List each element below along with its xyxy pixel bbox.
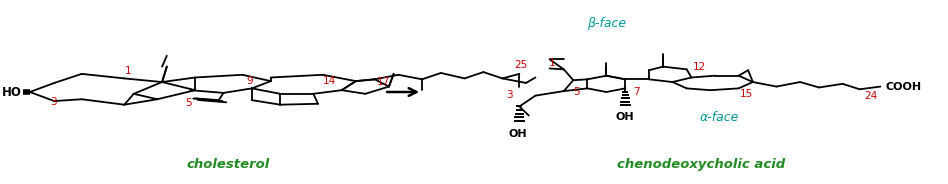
Text: α-face: α-face — [700, 111, 739, 124]
Text: cholesterol: cholesterol — [187, 158, 270, 171]
Text: β-face: β-face — [587, 17, 626, 30]
Text: chenodeoxycholic acid: chenodeoxycholic acid — [617, 158, 785, 171]
Text: 25: 25 — [515, 60, 528, 70]
Text: 3: 3 — [50, 97, 57, 107]
Text: HO: HO — [2, 86, 22, 99]
Text: 14: 14 — [322, 77, 336, 86]
Text: 1: 1 — [125, 66, 132, 76]
Text: 12: 12 — [692, 62, 705, 72]
Text: OH: OH — [616, 112, 634, 122]
Text: 9: 9 — [246, 77, 253, 86]
Text: 17: 17 — [376, 77, 390, 87]
Text: 15: 15 — [739, 89, 753, 99]
Text: 5: 5 — [185, 98, 191, 108]
Text: COOH: COOH — [885, 82, 921, 92]
Text: OH: OH — [508, 129, 527, 139]
Text: 24: 24 — [865, 91, 878, 101]
Text: 1: 1 — [549, 58, 556, 68]
Text: 3: 3 — [506, 90, 513, 100]
Text: 5: 5 — [573, 87, 579, 97]
Text: 7: 7 — [633, 87, 640, 97]
